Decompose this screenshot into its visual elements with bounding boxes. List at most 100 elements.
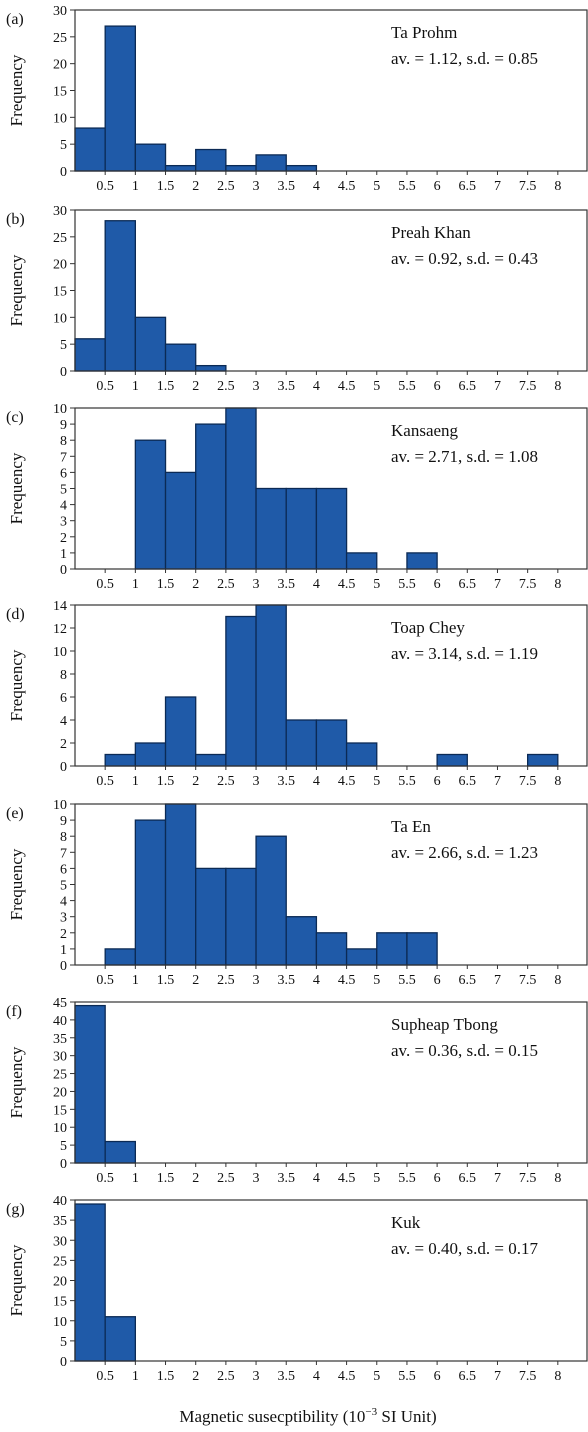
plot-frame <box>74 1199 588 1362</box>
x-tick-label: 6 <box>434 577 441 592</box>
histogram-bar <box>134 316 167 372</box>
x-tick-label: 7 <box>494 379 501 394</box>
y-tick-label: 8 <box>60 668 67 683</box>
x-tick-label: 0.5 <box>96 577 114 592</box>
histogram-bar <box>104 1316 137 1362</box>
x-tick-label: 0.5 <box>96 1369 114 1384</box>
y-tick-label: 8 <box>60 830 67 845</box>
x-tick-label: 8 <box>554 179 561 194</box>
x-tick-label: 7.5 <box>519 179 537 194</box>
x-tick-label: 4.5 <box>338 774 356 789</box>
y-tick-label: 3 <box>60 515 67 530</box>
x-tick-label: 0.5 <box>96 973 114 988</box>
y-tick-label: 30 <box>53 204 67 219</box>
y-tick-label: 10 <box>53 111 67 126</box>
y-tick-label: 25 <box>53 231 67 246</box>
x-tick-label: 1 <box>132 577 139 592</box>
histogram-bar <box>164 803 197 966</box>
x-tick-label: 2.5 <box>217 379 235 394</box>
x-tick-label: 4 <box>313 379 320 394</box>
histogram-bar <box>74 1004 106 1164</box>
histogram-bar <box>285 487 318 570</box>
histogram-bar <box>225 867 257 966</box>
x-tick-label: 4.5 <box>338 1369 356 1384</box>
x-tick-label: 4 <box>313 1171 320 1186</box>
panel-label: (d) <box>6 606 25 623</box>
y-tick-label: 3 <box>60 911 67 926</box>
y-tick-label: 9 <box>60 418 67 433</box>
x-tick-label: 1.5 <box>157 1369 175 1384</box>
x-tick-label: 1.5 <box>157 379 175 394</box>
site-name: Preah Khan <box>391 223 471 242</box>
y-tick-label: 30 <box>53 1234 67 1249</box>
x-tick-label: 3.5 <box>277 1171 295 1186</box>
histogram-bar <box>195 423 227 570</box>
stats-annotation: av. = 2.66, s.d. = 1.23 <box>391 843 538 862</box>
x-tick-label: 7.5 <box>519 577 537 592</box>
y-tick-label: 15 <box>53 85 67 100</box>
x-tick-label: 3 <box>253 179 260 194</box>
y-tick-label: 10 <box>53 645 67 660</box>
x-tick-label: 6 <box>434 1171 441 1186</box>
x-axis-label-exponent: −3 <box>365 1406 377 1418</box>
y-tick-label: 35 <box>53 1214 67 1229</box>
histogram-bar <box>164 696 197 767</box>
histogram-bar <box>195 753 227 767</box>
x-tick-label: 2 <box>192 1369 199 1384</box>
x-tick-label: 6 <box>434 774 441 789</box>
x-tick-label: 5 <box>373 973 380 988</box>
x-tick-label: 2.5 <box>217 1369 235 1384</box>
site-name: Ta En <box>391 817 431 836</box>
y-tick-label: 25 <box>53 1254 67 1269</box>
x-tick-label: 6.5 <box>459 774 477 789</box>
x-tick-label: 5 <box>373 1171 380 1186</box>
histogram-bar <box>134 439 167 570</box>
y-axis-label: Frequency <box>7 452 26 524</box>
y-tick-label: 5 <box>60 879 67 894</box>
y-tick-label: 0 <box>60 365 67 380</box>
histogram-bar <box>345 948 378 966</box>
y-tick-label: 1 <box>60 547 67 562</box>
histogram-bar <box>164 471 197 570</box>
x-tick-label: 4.5 <box>338 1171 356 1186</box>
x-tick-label: 3.5 <box>277 577 295 592</box>
stats-annotation: av. = 2.71, s.d. = 1.08 <box>391 447 538 466</box>
y-tick-label: 12 <box>53 622 67 637</box>
histogram-bar <box>74 127 106 172</box>
x-tick-label: 4 <box>313 774 320 789</box>
site-name: Supheap Tbong <box>391 1015 498 1034</box>
histogram-bar <box>104 753 137 767</box>
histogram-bar <box>104 220 137 372</box>
x-tick-label: 3 <box>253 1171 260 1186</box>
x-tick-label: 6.5 <box>459 973 477 988</box>
y-tick-label: 10 <box>53 311 67 326</box>
panel-label: (b) <box>6 211 25 228</box>
x-tick-label: 1 <box>132 179 139 194</box>
y-tick-label: 10 <box>53 402 67 417</box>
y-tick-label: 15 <box>53 1103 67 1118</box>
x-tick-label: 4 <box>313 1369 320 1384</box>
panel-label: (c) <box>6 409 24 426</box>
y-tick-label: 4 <box>60 714 67 729</box>
x-tick-label: 5 <box>373 379 380 394</box>
x-tick-label: 4.5 <box>338 379 356 394</box>
x-tick-label: 0.5 <box>96 774 114 789</box>
histogram-bar <box>225 615 257 767</box>
y-tick-label: 6 <box>60 466 67 481</box>
y-tick-label: 6 <box>60 862 67 877</box>
x-axis-label-prefix: Magnetic susecptibility (10 <box>179 1407 365 1426</box>
chart-panel: 0 5 10 15 20 25 30 35 40 45 0.5 1 1.5 2 2.5 3 3.5 4 4.5 5 5.… <box>6 996 588 1186</box>
stats-annotation: av. = 0.92, s.d. = 0.43 <box>391 249 538 268</box>
histogram-bar <box>225 164 257 172</box>
histogram-bar <box>195 364 227 372</box>
x-tick-label: 4.5 <box>338 577 356 592</box>
x-tick-label: 2.5 <box>217 774 235 789</box>
x-tick-label: 0.5 <box>96 379 114 394</box>
x-tick-label: 3 <box>253 973 260 988</box>
x-tick-label: 8 <box>554 1171 561 1186</box>
site-name: Ta Prohm <box>391 23 457 42</box>
x-tick-label: 4.5 <box>338 179 356 194</box>
y-axis-label: Frequency <box>7 848 26 920</box>
